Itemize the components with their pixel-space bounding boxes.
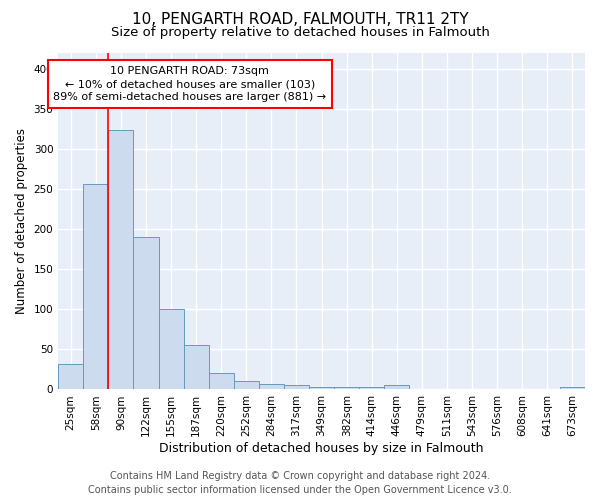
Bar	[83, 184, 109, 390]
Bar	[284, 386, 309, 390]
Bar	[133, 237, 158, 390]
Bar	[184, 346, 209, 390]
Bar	[334, 387, 359, 390]
X-axis label: Distribution of detached houses by size in Falmouth: Distribution of detached houses by size …	[160, 442, 484, 455]
Bar	[309, 387, 334, 390]
Text: Size of property relative to detached houses in Falmouth: Size of property relative to detached ho…	[110, 26, 490, 39]
Bar	[385, 386, 409, 390]
Text: 10, PENGARTH ROAD, FALMOUTH, TR11 2TY: 10, PENGARTH ROAD, FALMOUTH, TR11 2TY	[131, 12, 469, 28]
Bar	[234, 382, 259, 390]
Bar	[58, 364, 83, 390]
Bar	[259, 384, 284, 390]
Bar	[158, 309, 184, 390]
Y-axis label: Number of detached properties: Number of detached properties	[15, 128, 28, 314]
Bar	[359, 387, 385, 390]
Bar	[560, 387, 585, 390]
Bar	[209, 374, 234, 390]
Text: 10 PENGARTH ROAD: 73sqm
← 10% of detached houses are smaller (103)
89% of semi-d: 10 PENGARTH ROAD: 73sqm ← 10% of detache…	[53, 66, 326, 102]
Text: Contains HM Land Registry data © Crown copyright and database right 2024.
Contai: Contains HM Land Registry data © Crown c…	[88, 471, 512, 495]
Bar	[109, 130, 133, 390]
